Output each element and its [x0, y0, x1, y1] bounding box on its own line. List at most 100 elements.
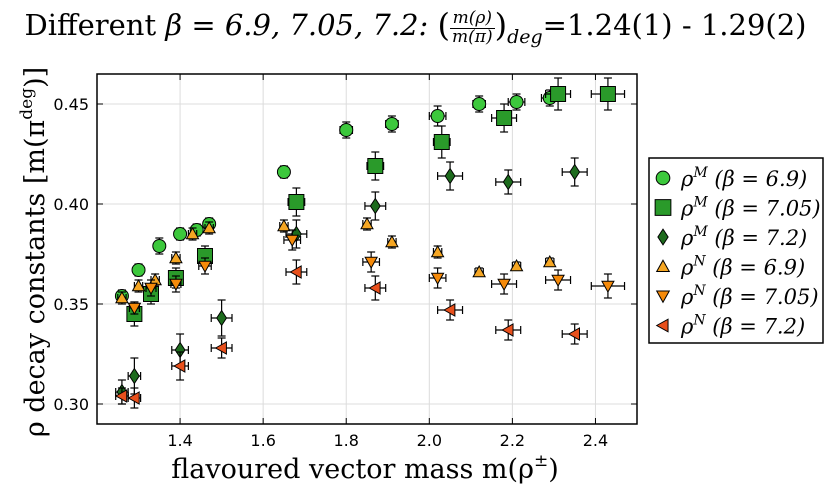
- legend-marker: [655, 259, 671, 273]
- data-point: [198, 260, 212, 274]
- data-point: [430, 272, 445, 286]
- data-point: [144, 282, 158, 296]
- legend-item-5: ρN (β = 7.2): [655, 313, 805, 339]
- data-point: [472, 97, 487, 111]
- series-3: [115, 216, 557, 305]
- data-point: [364, 256, 379, 270]
- y-tick-label: 0.35: [53, 295, 89, 314]
- title-beta: β = 6.9, 7.05, 7.2:: [165, 7, 429, 42]
- data-point: [152, 239, 167, 253]
- data-point: [601, 280, 615, 294]
- legend-label: ρN (β = 6.9): [680, 254, 805, 280]
- data-point: [127, 391, 140, 405]
- data-point: [430, 109, 445, 123]
- axis-ticks: 1.4 1.6 1.8 2.0 2.2 2.4 0.30 0.35 0.40 0.45: [53, 74, 637, 450]
- legend-item-4: ρN (β = 7.05): [655, 283, 819, 309]
- legend-marker: [655, 170, 671, 186]
- data-point: [216, 309, 228, 327]
- data-point: [385, 234, 399, 248]
- data-point: [173, 359, 186, 373]
- legend-label: ρM (β = 6.9): [680, 165, 807, 191]
- data-point: [509, 95, 524, 109]
- data-point: [384, 117, 399, 131]
- data-point: [360, 216, 374, 230]
- title-prefix: Different: [24, 7, 166, 42]
- data-point: [430, 244, 445, 258]
- x-tick-label: 2.2: [500, 431, 525, 450]
- title-ratio-num: m(ρ): [450, 9, 495, 29]
- series-4: [127, 229, 626, 316]
- legend: ρM (β = 6.9) ρM (β = 7.05) ρM (β = 7.2) ρN …: [648, 157, 824, 344]
- data-point: [173, 227, 188, 241]
- y-axis-label: ρ decay constants [m(πdeg)]: [17, 67, 51, 437]
- plot-frame: [96, 73, 638, 425]
- legend-item-0: ρM (β = 6.9): [655, 165, 807, 191]
- legend-marker: [655, 318, 669, 333]
- data-point: [472, 264, 487, 278]
- data-point: [131, 263, 146, 277]
- data-point: [214, 341, 227, 355]
- data-point: [288, 194, 305, 210]
- x-tick-label: 2.0: [417, 431, 442, 450]
- legend-box: [648, 157, 824, 344]
- data-point: [368, 281, 381, 295]
- data-marks: [114, 77, 626, 409]
- legend-item-3: ρN (β = 6.9): [655, 254, 805, 280]
- legend-label: ρM (β = 7.2): [680, 224, 807, 250]
- data-point: [339, 123, 354, 137]
- data-point: [169, 278, 183, 292]
- data-point: [542, 254, 557, 268]
- legend-item-1: ρM (β = 7.05): [654, 195, 821, 221]
- x-axis-label: flavoured vector mass m(ρ±): [171, 451, 559, 485]
- title-result: =1.24(1) - 1.29(2): [542, 7, 807, 42]
- legend-label: ρN (β = 7.2): [680, 313, 805, 339]
- x-tick-label: 2.4: [583, 431, 608, 450]
- data-point: [115, 290, 129, 304]
- data-point: [127, 302, 142, 316]
- data-point: [550, 86, 567, 102]
- data-point: [443, 303, 456, 317]
- series-0: [114, 89, 559, 303]
- data-point: [444, 167, 456, 185]
- data-point: [169, 250, 183, 264]
- series-1: [126, 77, 626, 327]
- data-point: [128, 367, 140, 385]
- data-point: [567, 327, 580, 341]
- y-tick-label: 0.40: [53, 195, 89, 214]
- data-point: [131, 278, 146, 292]
- x-tick-label: 1.4: [167, 431, 192, 450]
- data-point: [369, 197, 381, 215]
- legend-label: ρN (β = 7.05): [680, 283, 819, 309]
- legend-marker: [655, 290, 671, 304]
- y-tick-label: 0.30: [53, 395, 89, 414]
- data-point: [599, 86, 616, 102]
- grid: [97, 74, 637, 424]
- data-point: [497, 278, 511, 292]
- title-ratio-den: m(π): [452, 26, 493, 47]
- data-point: [277, 218, 291, 232]
- data-point: [433, 134, 450, 150]
- error-bar: [437, 161, 464, 191]
- data-point: [114, 389, 128, 403]
- legend-marker: [654, 199, 672, 216]
- data-point: [496, 110, 513, 126]
- legend-item-2: ρM (β = 7.2): [657, 224, 807, 250]
- data-point: [509, 258, 524, 272]
- data-point: [501, 323, 514, 337]
- legend-label: ρM (β = 7.05): [680, 195, 821, 221]
- data-point: [185, 226, 200, 240]
- data-point: [285, 234, 300, 248]
- data-point: [202, 220, 217, 234]
- x-tick-label: 1.6: [250, 431, 275, 450]
- title-ratio: (m(ρ) m(π))deg: [437, 6, 543, 48]
- data-point: [569, 163, 581, 181]
- y-tick-label: 0.45: [53, 95, 89, 114]
- data-point: [551, 274, 565, 288]
- data-point: [276, 165, 291, 179]
- series-5: [114, 259, 588, 409]
- data-point: [502, 173, 514, 191]
- chart-title: Different β = 6.9, 7.05, 7.2: (m(ρ) m(π))…: [0, 6, 831, 48]
- data-point: [289, 265, 302, 279]
- x-tick-label: 1.8: [334, 431, 359, 450]
